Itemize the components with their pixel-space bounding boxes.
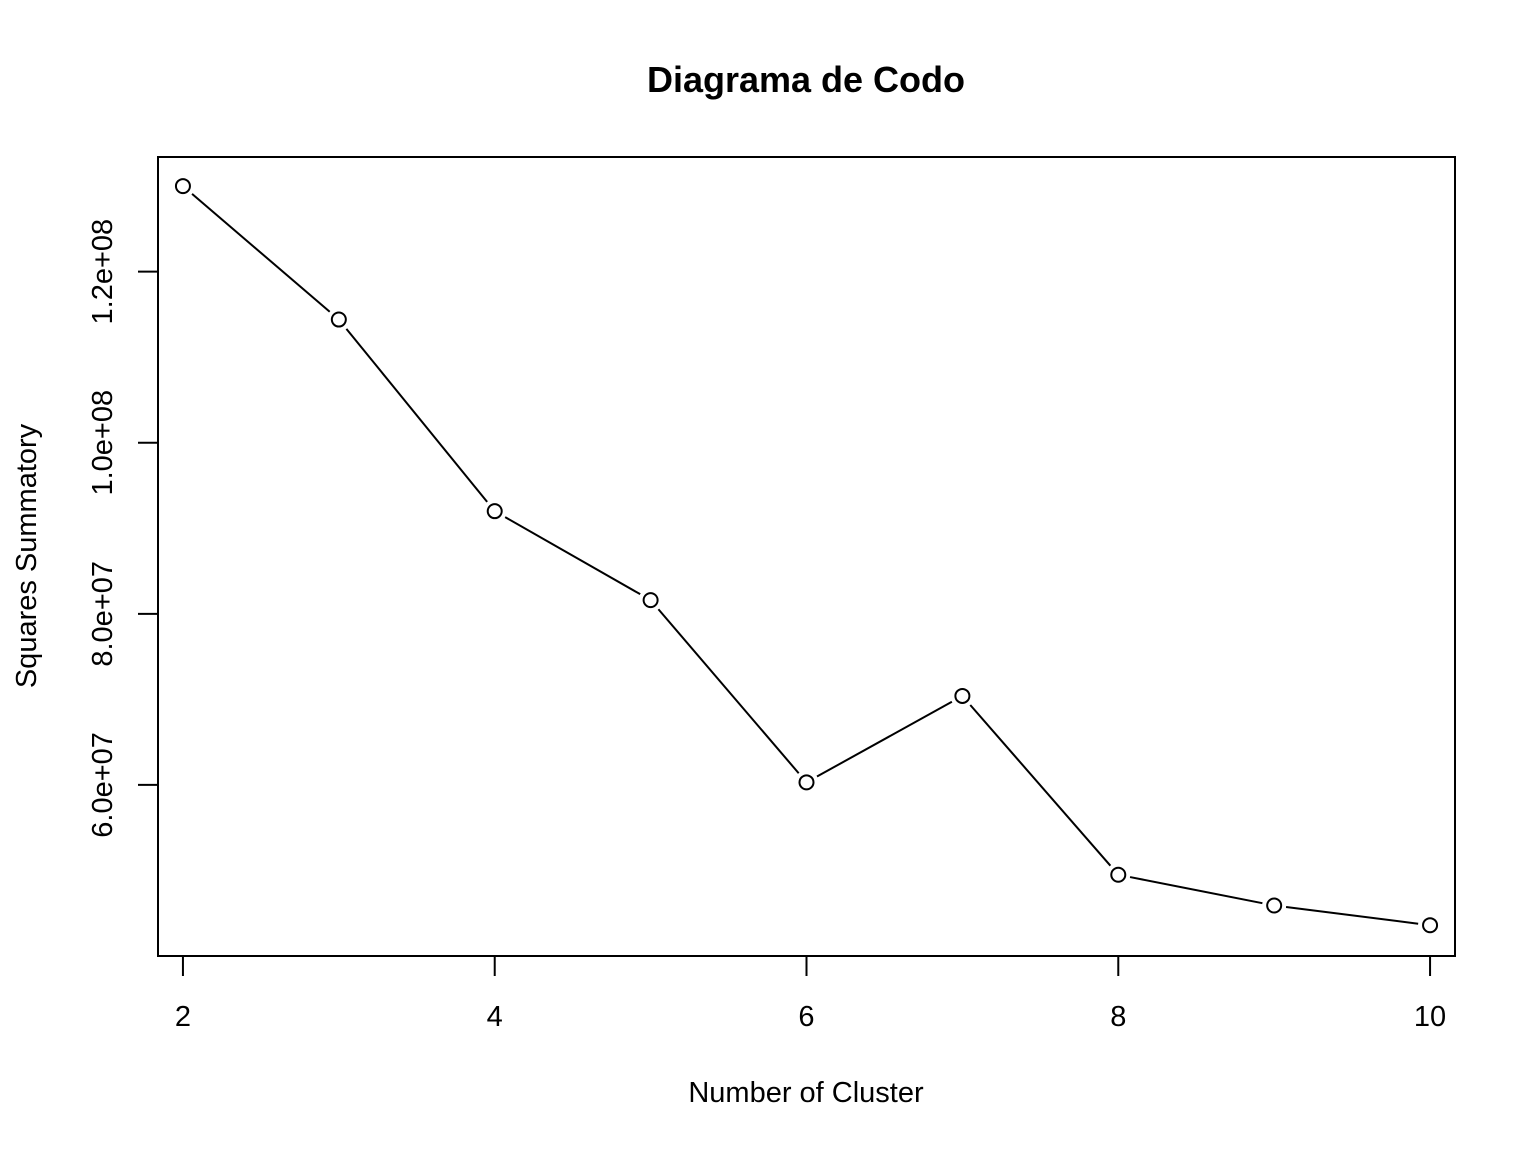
y-tick-label: 6.0e+07	[87, 732, 119, 838]
series-segment	[969, 704, 1112, 867]
data-point	[486, 503, 503, 520]
data-point	[954, 687, 971, 704]
y-axis: 6.0e+07 8.0e+07 1.0e+08 1.2e+08	[87, 219, 159, 838]
x-tick-label: 2	[175, 1001, 191, 1033]
series-line	[191, 193, 1419, 925]
x-tick-label: 4	[487, 1001, 503, 1033]
data-point	[1422, 917, 1439, 934]
data-point	[642, 592, 659, 609]
y-tick-label: 8.0e+07	[87, 561, 119, 667]
series-segment	[1129, 876, 1263, 905]
x-axis-label: Number of Cluster	[688, 1077, 924, 1109]
x-tick-label: 8	[1110, 1001, 1126, 1033]
x-tick-label: 10	[1414, 1001, 1446, 1033]
plot-frame	[157, 156, 1456, 957]
series-segment	[657, 608, 800, 774]
x-axis: 2 4 6 8 10	[175, 955, 1446, 1033]
x-tick-label: 6	[798, 1001, 814, 1033]
series-points	[174, 178, 1439, 934]
y-tick-label: 1.0e+08	[87, 390, 119, 496]
y-tick-label: 1.2e+08	[87, 219, 119, 325]
chart-title: Diagrama de Codo	[647, 59, 965, 100]
series-segment	[191, 193, 331, 313]
series-segment	[504, 516, 641, 596]
data-point	[174, 178, 191, 195]
y-axis-label: Squares Summatory	[11, 423, 43, 688]
data-point	[1266, 897, 1283, 914]
series-segment	[816, 700, 953, 778]
series-segment	[345, 328, 488, 503]
series-segment	[1285, 906, 1419, 925]
data-point	[798, 774, 815, 791]
data-point	[1110, 866, 1127, 883]
data-point	[330, 311, 347, 328]
